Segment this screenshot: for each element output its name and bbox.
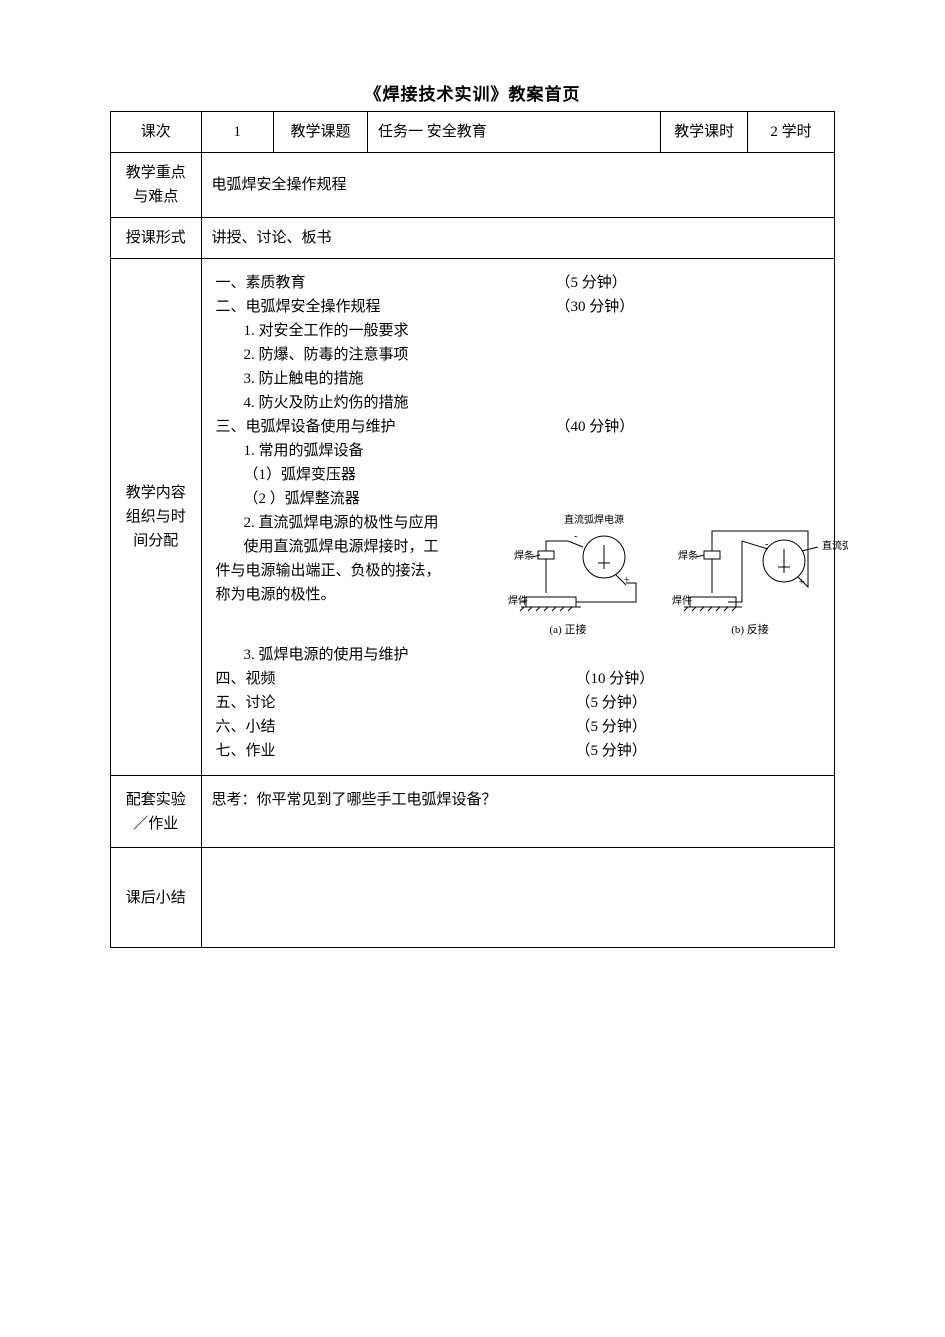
lesson-number-value: 1 <box>201 112 273 153</box>
content-body: 一、素质教育 （5 分钟） 二、电弧焊安全操作规程 （30 分钟） 1. 对安全… <box>201 259 835 776</box>
lesson-number-label: 课次 <box>111 112 202 153</box>
hours-label: 教学课时 <box>661 112 748 153</box>
hours-value: 2 学时 <box>748 112 835 153</box>
lesson-plan-table: 课次 1 教学课题 任务一 安全教育 教学课时 2 学时 教学重点与难点 电弧焊… <box>110 111 835 948</box>
experiment-label: 配套实验／作业 <box>111 776 202 848</box>
line-sub: 3. 防止触电的措施 <box>216 367 821 391</box>
table-row: 教学内容组织与时间分配 一、素质教育 （5 分钟） 二、电弧焊安全操作规程 （3… <box>111 259 835 776</box>
line-sub: （1）弧焊变压器 <box>216 463 821 487</box>
line-sub: 2. 防爆、防毒的注意事项 <box>216 343 821 367</box>
line-sub: 称为电源的极性。 <box>216 583 506 607</box>
topic-label: 教学课题 <box>273 112 367 153</box>
line-sub: 3. 弧焊电源的使用与维护 <box>216 643 821 667</box>
line-time: （40 分钟） <box>546 415 821 439</box>
electrode-label: 焊条 <box>514 549 534 562</box>
line-time: （10 分钟） <box>546 667 821 691</box>
line-time: （5 分钟） <box>546 715 821 739</box>
line-sub: 4. 防火及防止灼伤的措施 <box>216 391 821 415</box>
table-row: 配套实验／作业 思考：你平常见到了哪些手工电弧焊设备？ <box>111 776 835 848</box>
keypoints-label: 教学重点与难点 <box>111 153 202 218</box>
summary-label: 课后小结 <box>111 848 202 948</box>
content-label: 教学内容组织与时间分配 <box>111 259 202 776</box>
document-title: 《焊接技术实训》教案首页 <box>110 80 835 105</box>
line-heading: 一、素质教育 <box>216 271 546 295</box>
line-heading: 三、电弧焊设备使用与维护 <box>216 415 546 439</box>
line-sub: 1. 常用的弧焊设备 <box>216 439 821 463</box>
summary-value <box>201 848 835 948</box>
line-heading: 五、讨论 <box>216 691 546 715</box>
diagram-a-icon: 直流弧焊电源 - + <box>506 511 666 643</box>
line-time: （5 分钟） <box>546 691 821 715</box>
table-row: 教学重点与难点 电弧焊安全操作规程 <box>111 153 835 218</box>
keypoints-value: 电弧焊安全操作规程 <box>201 153 835 218</box>
workpiece-label: 焊件 <box>508 595 528 607</box>
line-heading: 六、小结 <box>216 715 546 739</box>
table-row: 课后小结 <box>111 848 835 948</box>
polarity-diagram: 直流弧焊电源 - + <box>506 511 848 643</box>
workpiece-label: 焊件 <box>672 595 692 607</box>
line-time: （30 分钟） <box>546 295 821 319</box>
svg-text:-: - <box>574 531 577 542</box>
diagram-source-label: 直流弧焊电源 <box>822 539 848 552</box>
line-heading: 四、视频 <box>216 667 546 691</box>
line-sub: 2. 直流弧焊电源的极性与应用 <box>216 511 506 535</box>
electrode-label: 焊条 <box>678 549 698 562</box>
line-sub: 1. 对安全工作的一般要求 <box>216 319 821 343</box>
line-heading: 七、作业 <box>216 739 546 763</box>
line-time: （5 分钟） <box>546 739 821 763</box>
line-sub: 件与电源输出端正、负极的接法， <box>216 559 506 583</box>
format-label: 授课形式 <box>111 218 202 259</box>
diagram-caption-a: (a) 正接 <box>549 623 586 636</box>
svg-text:+: + <box>624 575 630 586</box>
experiment-value: 思考：你平常见到了哪些手工电弧焊设备？ <box>201 776 835 848</box>
diagram-top-label: 直流弧焊电源 <box>564 513 624 526</box>
table-row: 授课形式 讲授、讨论、板书 <box>111 218 835 259</box>
topic-value: 任务一 安全教育 <box>368 112 661 153</box>
format-value: 讲授、讨论、板书 <box>201 218 835 259</box>
diagram-caption-b: (b) 反接 <box>731 623 769 636</box>
line-sub: 使用直流弧焊电源焊接时，工 <box>216 535 506 559</box>
line-heading: 二、电弧焊安全操作规程 <box>216 295 546 319</box>
table-row: 课次 1 教学课题 任务一 安全教育 教学课时 2 学时 <box>111 112 835 153</box>
diagram-b-icon: 直流弧焊电源 - + <box>672 511 848 643</box>
line-time: （5 分钟） <box>546 271 821 295</box>
line-sub: （2 ）弧焊整流器 <box>216 487 821 511</box>
